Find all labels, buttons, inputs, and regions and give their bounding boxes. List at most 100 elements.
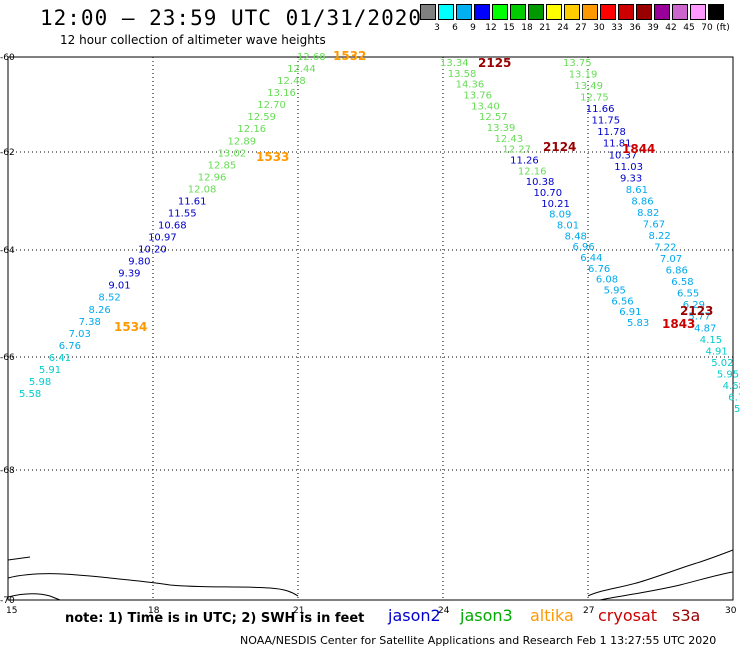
y-tick-label: -70 — [0, 596, 15, 606]
cryosat-wave-value: 8.61 — [626, 185, 648, 196]
altika-wave-value: 9.80 — [128, 257, 150, 268]
cryosat-wave-value: 4.15 — [700, 335, 722, 346]
cryosat-wave-value: 6.44 — [580, 253, 602, 264]
cryosat-wave-value: 13.49 — [574, 81, 603, 92]
cryosat-wave-value: 11.75 — [592, 116, 621, 127]
x-tick-label: 24 — [438, 606, 450, 616]
cryosat-wave-value: 13.40 — [471, 101, 500, 112]
cryosat-wave-value: 8.01 — [557, 221, 579, 232]
altika-wave-value: 10.97 — [148, 233, 177, 244]
cryosat-wave-value: 7.07 — [660, 254, 682, 265]
cryosat-wave-value: 12.43 — [495, 134, 524, 145]
scale-label: 18 — [521, 23, 533, 33]
cryosat-wave-value: 8.48 — [565, 231, 587, 242]
pass-label: 1844 — [622, 142, 655, 156]
cryosat-wave-value: 6.55 — [677, 289, 699, 300]
scale-swatch — [546, 4, 562, 20]
legend-altika: altika — [530, 606, 574, 625]
cryosat-wave-value: 14.36 — [456, 80, 485, 91]
cryosat-wave-value: 6.58 — [671, 277, 693, 288]
altika-wave-value: 6.41 — [49, 353, 71, 364]
pass-label: 2125 — [478, 56, 511, 70]
cryosat-wave-value: 8.86 — [631, 196, 653, 207]
scale-swatch — [564, 4, 580, 20]
x-tick-label: 15 — [6, 606, 17, 616]
cryosat-wave-value: 10.38 — [526, 177, 555, 188]
altika-wave-value: 8.26 — [89, 305, 111, 316]
scale-swatch — [438, 4, 454, 20]
legend-jason2: jason2 — [388, 606, 441, 625]
scale-unit: (ft) — [716, 23, 730, 33]
cryosat-wave-value: 4.68 — [723, 381, 740, 392]
cryosat-wave-value: 5.83 — [627, 318, 649, 329]
cryosat-wave-value: 9.33 — [620, 173, 642, 184]
scale-label: 9 — [470, 23, 476, 33]
scale-label: 27 — [575, 23, 587, 33]
cryosat-wave-value: 8.09 — [549, 210, 571, 221]
x-tick-label: 21 — [293, 606, 304, 616]
pass-label: 1533 — [256, 150, 289, 164]
cryosat-wave-value: 5.95 — [604, 286, 626, 297]
altika-wave-value: 5.58 — [19, 389, 41, 400]
axis-tick-labels: 15 18 21 24 27 30-60-62-64-66-68-70 — [0, 53, 737, 616]
cryosat-wave-value: 13.34 — [440, 58, 469, 69]
legend-cryosat: cryosat — [598, 606, 658, 625]
scale-label: 36 — [629, 23, 641, 33]
antarctic-coastline — [7, 549, 734, 601]
cryosat-wave-value: 5.77 — [688, 312, 710, 323]
pass-label: 1843 — [662, 317, 695, 331]
scale-swatch — [528, 4, 544, 20]
altika-wave-value: 9.39 — [118, 269, 140, 280]
scale-swatch — [636, 4, 652, 20]
footer-note: note: 1) Time is in UTC; 2) SWH is in fe… — [65, 611, 365, 626]
altika-wave-value: 7.03 — [69, 329, 91, 340]
cryosat-wave-value: 7.22 — [654, 243, 676, 254]
x-tick-label: 30 — [725, 606, 737, 616]
y-tick-label: -66 — [0, 353, 15, 363]
altika-wave-value: 12.68 — [297, 52, 326, 63]
satellite-tracks: 12.6812.4412.4813.1612.7012.5912.1612.89… — [19, 52, 740, 415]
scale-swatch — [582, 4, 598, 20]
scale-swatch — [420, 4, 436, 20]
scale-swatch — [708, 4, 724, 20]
altika-wave-value: 8.52 — [98, 293, 120, 304]
cryosat-wave-value: 5.95 — [717, 369, 739, 380]
y-tick-label: -60 — [0, 53, 15, 63]
map-border — [7, 56, 734, 601]
pass-label: 2123 — [680, 304, 713, 318]
scale-label: 3 — [434, 23, 440, 33]
altika-wave-value: 12.59 — [247, 112, 276, 123]
scale-swatch — [672, 4, 688, 20]
y-tick-label: -64 — [0, 246, 15, 256]
cryosat-wave-value: 6.7 — [728, 392, 740, 403]
pass-label: 2124 — [543, 140, 576, 154]
scale-label: 33 — [611, 23, 623, 33]
cryosat-wave-value: 6.91 — [619, 307, 641, 318]
cryosat-wave-value: 11.26 — [510, 156, 539, 167]
cryosat-wave-value: 8.82 — [637, 208, 659, 219]
scale-swatch — [690, 4, 706, 20]
x-tick-label: 18 — [148, 606, 160, 616]
scale-label: 30 — [593, 23, 605, 33]
scale-label: 12 — [485, 23, 497, 33]
altika-wave-value: 11.55 — [168, 208, 197, 219]
altika-wave-value: 13.16 — [267, 88, 296, 99]
map-gridlines — [8, 57, 733, 600]
altika-wave-value: 5.98 — [29, 377, 51, 388]
credit-line: NOAA/NESDIS Center for Satellite Applica… — [240, 634, 717, 647]
legend-s3a: s3a — [672, 606, 701, 625]
cryosat-wave-value: 10.70 — [534, 188, 563, 199]
cryosat-wave-value: 8.22 — [649, 231, 671, 242]
cryosat-wave-value: 13.39 — [487, 123, 516, 134]
cryosat-wave-value: 13.76 — [463, 91, 492, 102]
y-tick-label: -62 — [0, 148, 15, 158]
scale-label: 42 — [665, 23, 677, 33]
cryosat-wave-value: 7.67 — [643, 219, 665, 230]
scale-swatch — [474, 4, 490, 20]
altika-wave-value: 12.44 — [287, 64, 316, 75]
altika-wave-value: 12.48 — [277, 76, 306, 87]
pass-time-labels: 1532 1533 1534 2125 2124 2123 1844 1843 — [114, 49, 713, 334]
cryosat-wave-value: 6.29 — [683, 300, 705, 311]
scale-swatch — [654, 4, 670, 20]
